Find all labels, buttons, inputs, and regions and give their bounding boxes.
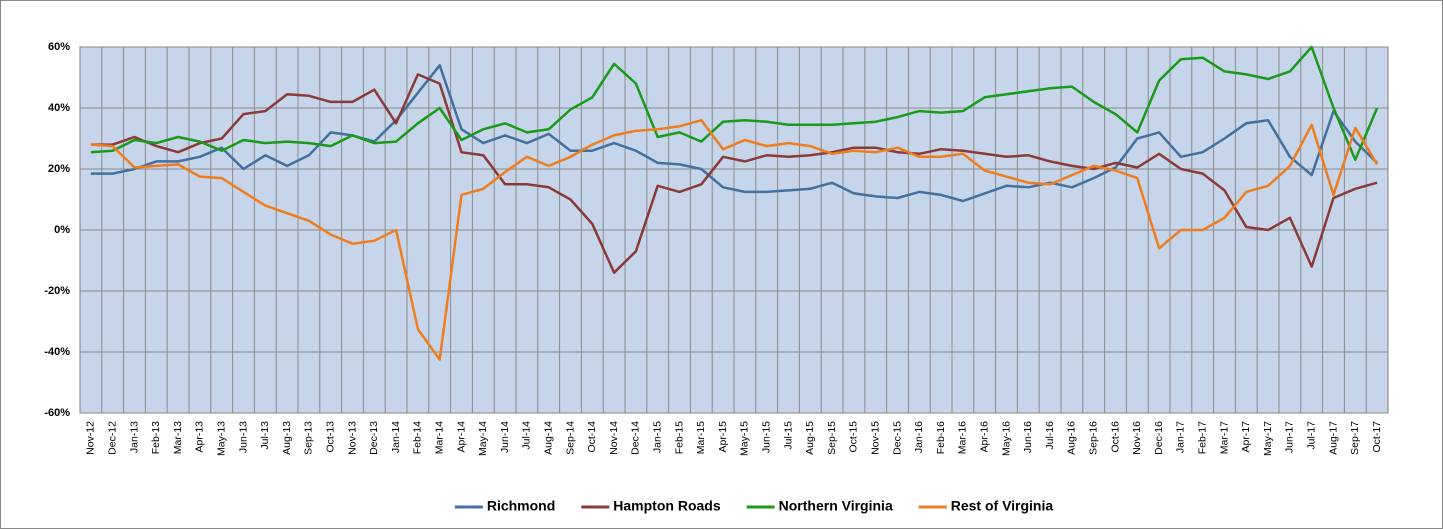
x-tick-label: Sep-15 <box>826 421 838 455</box>
x-tick-label: Jun-15 <box>760 421 772 453</box>
y-tick-label: -40% <box>44 346 70 358</box>
x-tick-label: Mar-17 <box>1218 421 1230 454</box>
x-tick-label: Nov-13 <box>346 421 358 455</box>
x-tick-label: Mar-15 <box>695 421 707 454</box>
x-tick-label: Nov-15 <box>869 421 881 455</box>
x-tick-label: Oct-17 <box>1371 421 1383 453</box>
x-tick-label: Mar-16 <box>957 421 969 454</box>
x-tick-label: Feb-16 <box>935 421 947 454</box>
y-tick-label: 40% <box>48 102 70 114</box>
x-tick-label: Nov-16 <box>1131 421 1143 455</box>
x-tick-label: Jun-17 <box>1284 421 1296 453</box>
x-tick-label: Oct-14 <box>586 421 598 453</box>
series-line <box>90 45 1379 162</box>
x-tick-label: Oct-15 <box>848 421 860 453</box>
y-tick-label: -60% <box>44 407 70 419</box>
y-tick-label: 0% <box>54 224 70 236</box>
x-tick-label: Oct-16 <box>1109 421 1121 453</box>
legend-label: Northern Virginia <box>779 498 893 514</box>
x-tick-label: Jun-14 <box>499 421 511 453</box>
legend-label: Rest of Virginia <box>951 498 1054 514</box>
x-tick-label: Jul-13 <box>259 421 271 450</box>
x-tick-label: May-13 <box>215 421 227 456</box>
x-tick-label: Sep-16 <box>1087 421 1099 455</box>
legend-label: Hampton Roads <box>613 498 721 514</box>
x-tick-label: Jan-17 <box>1175 421 1187 453</box>
x-tick-label: Aug-14 <box>542 421 554 455</box>
x-tick-label: Jan-15 <box>651 421 663 453</box>
x-tick-label: Dec-12 <box>106 421 118 455</box>
x-tick-label: Jul-14 <box>521 421 533 450</box>
series-line <box>90 118 1379 361</box>
x-tick-label: May-17 <box>1262 421 1274 456</box>
x-tick-label: Nov-14 <box>608 421 620 455</box>
legend-label: Richmond <box>487 498 555 514</box>
x-tick-label: Feb-15 <box>673 421 685 454</box>
x-tick-label: Feb-17 <box>1196 421 1208 454</box>
x-tick-label: May-16 <box>1000 421 1012 456</box>
x-tick-label: Sep-14 <box>564 421 576 455</box>
x-tick-label: Dec-13 <box>368 421 380 455</box>
x-tick-label: Mar-14 <box>433 421 445 454</box>
x-tick-label: Oct-13 <box>324 421 336 453</box>
x-tick-label: May-14 <box>477 421 489 456</box>
x-tick-label: Mar-13 <box>172 421 184 454</box>
x-tick-label: Aug-15 <box>804 421 816 455</box>
x-tick-label: Apr-17 <box>1240 421 1252 453</box>
x-tick-label: Jan-16 <box>913 421 925 453</box>
y-tick-label: -20% <box>44 285 70 297</box>
x-tick-label: May-15 <box>739 421 751 456</box>
x-tick-label: Sep-13 <box>303 421 315 455</box>
x-tick-label: Aug-13 <box>281 421 293 455</box>
x-tick-label: Jul-17 <box>1305 421 1317 450</box>
y-tick-label: 60% <box>48 41 70 53</box>
x-tick-label: Jun-16 <box>1022 421 1034 453</box>
y-tick-label: 20% <box>48 163 70 175</box>
series-line <box>90 73 1378 274</box>
x-tick-label: Nov-12 <box>85 421 97 455</box>
legend: Richmond Hampton Roads Northern Virginia Re… <box>454 498 1054 514</box>
x-tick-label: Dec-14 <box>630 421 642 455</box>
x-tick-label: Feb-13 <box>150 421 162 454</box>
x-tick-label: Jan-13 <box>128 421 140 453</box>
x-tick-label: Dec-15 <box>891 421 903 455</box>
x-tick-label: Jun-13 <box>237 421 249 453</box>
x-tick-label: Aug-17 <box>1327 421 1339 455</box>
x-tick-label: Apr-14 <box>455 421 467 453</box>
x-tick-label: Feb-14 <box>412 421 424 454</box>
series-line <box>90 64 1378 203</box>
x-tick-label: Jul-16 <box>1044 421 1056 450</box>
x-tick-label: Dec-16 <box>1153 421 1165 455</box>
x-tick-label: Apr-15 <box>717 421 729 453</box>
x-tick-label: Apr-16 <box>978 421 990 453</box>
x-tick-label: Sep-17 <box>1349 421 1361 455</box>
x-tick-label: Apr-13 <box>194 421 206 453</box>
x-tick-label: Jul-15 <box>782 421 794 450</box>
x-tick-label: Aug-16 <box>1066 421 1078 455</box>
x-tick-label: Jan-14 <box>390 421 402 453</box>
